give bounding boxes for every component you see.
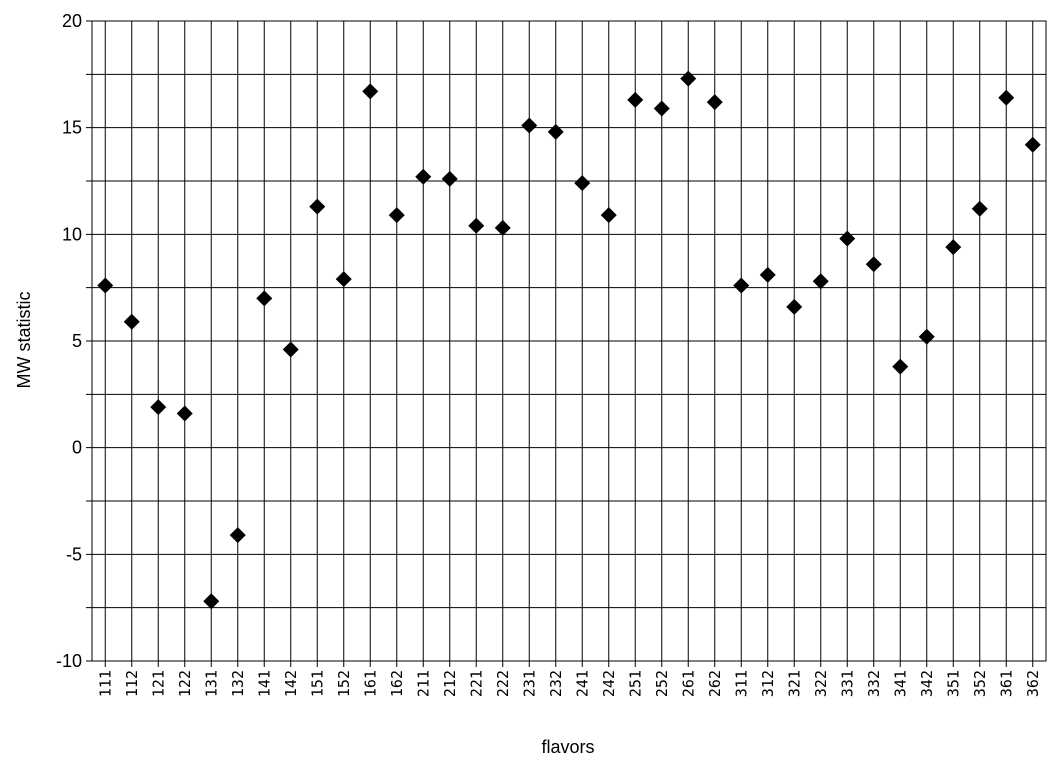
data-point-322: [812, 273, 829, 290]
data-point-262: [706, 94, 723, 111]
data-points: [97, 70, 1041, 610]
x-tick-label: 232: [547, 670, 565, 697]
data-point-211: [415, 168, 432, 185]
x-tick-label: 231: [520, 670, 538, 697]
x-tick-label: 362: [1024, 670, 1042, 697]
x-tick-label: 122: [176, 670, 194, 697]
x-tick-label: 261: [679, 670, 697, 697]
data-point-212: [441, 170, 458, 187]
data-point-341: [892, 358, 909, 375]
x-tick-label: 221: [467, 670, 485, 697]
x-tick-label: 342: [918, 670, 936, 697]
data-point-342: [918, 328, 935, 345]
y-tick-label: 20: [62, 11, 82, 31]
y-tick-label: 15: [62, 118, 82, 138]
x-tick-label: 112: [123, 670, 141, 697]
data-point-321: [786, 298, 803, 315]
x-tick-label: 142: [282, 670, 300, 697]
x-tick-label: 361: [997, 670, 1015, 697]
data-point-131: [203, 593, 220, 610]
y-tick-label: 5: [72, 331, 82, 351]
x-tick-label: 262: [706, 670, 724, 697]
data-point-312: [759, 266, 776, 283]
x-tick-label: 121: [149, 670, 167, 697]
x-tick-label: 311: [732, 670, 750, 697]
data-point-121: [150, 399, 167, 416]
data-point-361: [998, 89, 1015, 106]
x-tick-label: 321: [785, 670, 803, 697]
data-point-112: [123, 313, 140, 330]
x-tick-label: 212: [441, 670, 459, 697]
data-point-232: [547, 123, 564, 140]
x-tick-label: 331: [838, 670, 856, 697]
data-point-162: [388, 207, 405, 224]
data-point-142: [282, 341, 299, 358]
x-tick-label: 322: [812, 670, 830, 697]
data-point-161: [362, 83, 379, 100]
plot-area-frame: [91, 20, 1047, 662]
x-tick-label: 351: [944, 670, 962, 697]
x-tick-label: 251: [626, 670, 644, 697]
y-tick-label: 10: [62, 224, 82, 244]
x-tick-label: 151: [308, 670, 326, 697]
data-point-222: [494, 219, 511, 236]
y-axis-label: MW statistic: [14, 292, 34, 389]
x-tick-label: 211: [414, 670, 432, 697]
data-point-221: [468, 217, 485, 234]
x-tick-label: 352: [971, 670, 989, 697]
data-point-132: [229, 527, 246, 544]
data-point-352: [971, 200, 988, 217]
data-point-311: [733, 277, 750, 294]
x-tick-label: 111: [96, 670, 114, 697]
x-tick-label: 161: [361, 670, 379, 697]
grid-lines: [86, 20, 1046, 667]
x-tick-label: 131: [202, 670, 220, 697]
x-tick-label: 252: [653, 670, 671, 697]
data-point-251: [627, 91, 644, 108]
data-point-252: [653, 100, 670, 117]
y-axis-ticks: -10 -5 0 5 10 15 20: [56, 11, 82, 671]
data-point-351: [945, 239, 962, 256]
x-tick-label: 141: [255, 670, 273, 697]
y-tick-label: -5: [66, 544, 82, 564]
data-point-141: [256, 290, 273, 307]
data-point-242: [600, 207, 617, 224]
x-tick-label: 341: [891, 670, 909, 697]
x-tick-label: 312: [759, 670, 777, 697]
data-point-241: [574, 175, 591, 192]
data-point-231: [521, 117, 538, 134]
x-axis-ticks: 111 112 121 122 131 132 141 142 151 152 161 162 211 2…: [96, 670, 1042, 697]
data-point-152: [335, 271, 352, 288]
data-point-332: [865, 256, 882, 273]
y-tick-label: 0: [72, 438, 82, 458]
x-tick-label: 152: [335, 670, 353, 697]
x-tick-label: 222: [494, 670, 512, 697]
data-point-362: [1024, 136, 1041, 153]
x-tick-label: 332: [865, 670, 883, 697]
x-tick-label: 162: [388, 670, 406, 697]
x-tick-label: 241: [573, 670, 591, 697]
data-point-151: [309, 198, 326, 215]
data-point-122: [176, 405, 193, 422]
y-tick-label: -10: [56, 651, 82, 671]
data-point-261: [680, 70, 697, 87]
data-point-331: [839, 230, 856, 247]
x-axis-label: flavors: [541, 737, 594, 757]
data-point-111: [97, 277, 114, 294]
x-tick-label: 242: [600, 670, 618, 697]
x-tick-label: 132: [229, 670, 247, 697]
